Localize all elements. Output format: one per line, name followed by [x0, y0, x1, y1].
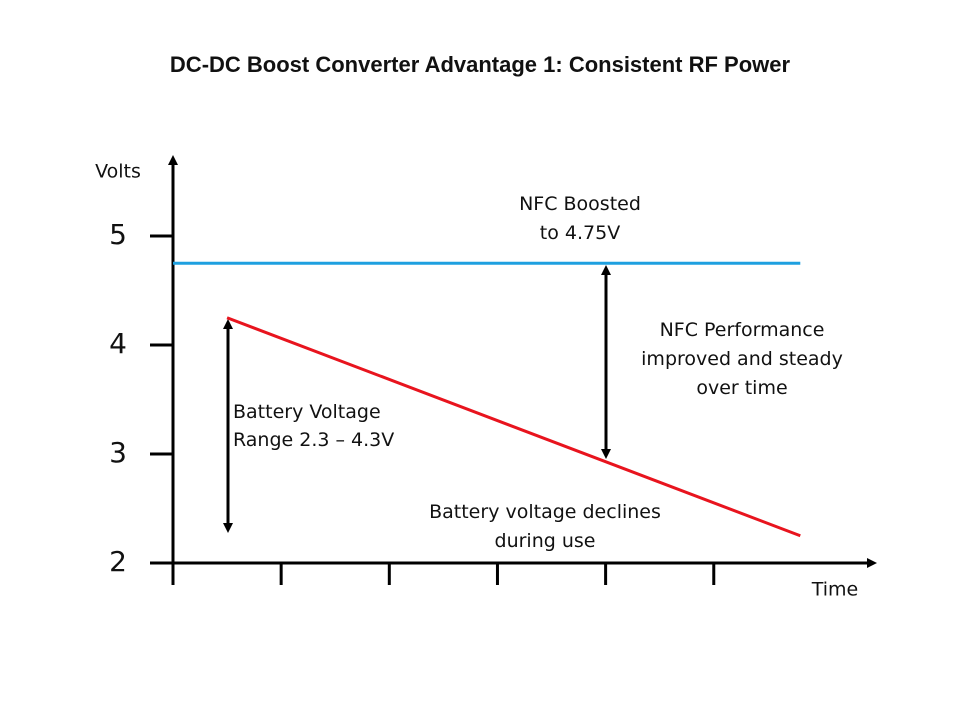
y-tick-label: 5 [109, 218, 127, 251]
y-tick-label: 4 [109, 327, 127, 360]
series-line [226, 316, 801, 538]
annotation: NFC Performance improved and steady over t… [641, 319, 843, 399]
chart-title: DC-DC Boost Converter Advantage 1: Consi… [170, 52, 791, 77]
y-tick-label: 3 [109, 436, 127, 469]
annotation: Battery voltage declines during use [429, 501, 661, 552]
annotation: Battery Voltage Range 2.3 – 4.3V [233, 401, 394, 451]
y-axis-label: Volts [95, 161, 141, 183]
annotation: NFC Boosted to 4.75V [519, 193, 641, 244]
y-tick-label: 2 [109, 545, 127, 578]
x-axis-label: Time [811, 579, 859, 601]
